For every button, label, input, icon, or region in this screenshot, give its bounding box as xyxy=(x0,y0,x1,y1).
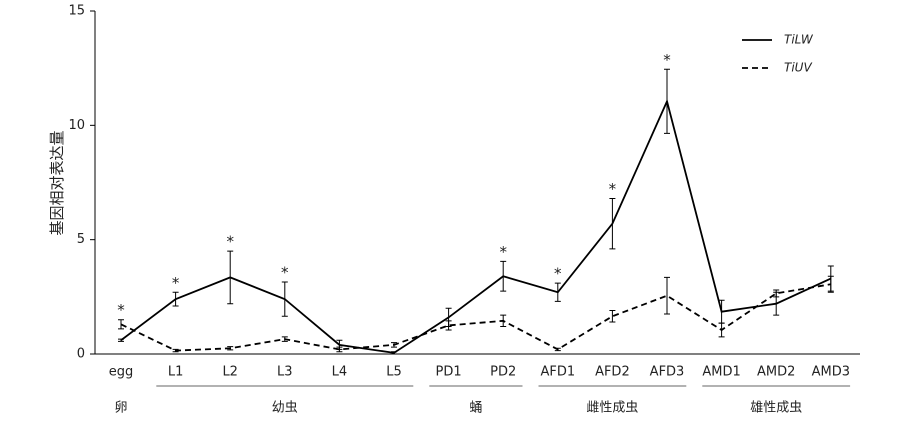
legend-label: TiLW xyxy=(784,33,814,47)
significance-mark: * xyxy=(554,265,562,283)
error-bar xyxy=(445,320,452,331)
x-tick-label: AMD3 xyxy=(812,365,850,380)
error-bar xyxy=(827,275,834,293)
y-tick-label: 15 xyxy=(68,4,85,19)
x-tick-label: L1 xyxy=(168,365,184,380)
group-label: 卵 xyxy=(114,401,127,416)
legend-label: TiUV xyxy=(784,61,812,75)
x-tick-label: L2 xyxy=(222,365,238,380)
x-tick-label: AFD2 xyxy=(595,365,630,380)
significance-mark: * xyxy=(609,180,617,198)
x-tick-label: egg xyxy=(109,365,134,380)
error-bar xyxy=(554,282,561,302)
error-bar xyxy=(391,351,397,355)
error-bar xyxy=(118,319,124,330)
group-label: 雄性成虫 xyxy=(750,401,802,416)
significance-mark: * xyxy=(663,51,671,69)
error-bar xyxy=(664,68,670,134)
significance-mark: * xyxy=(281,263,289,281)
x-tick-label: AMD2 xyxy=(757,365,795,380)
x-tick-label: AMD1 xyxy=(702,365,740,380)
x-tick-label: L5 xyxy=(386,365,402,380)
error-bar xyxy=(609,198,616,250)
error-bar xyxy=(609,310,616,323)
y-tick-label: 0 xyxy=(77,347,85,362)
error-bar xyxy=(664,276,670,315)
y-tick-label: 10 xyxy=(68,118,85,133)
x-tick-label: AFD1 xyxy=(540,365,575,380)
x-tick-label: L3 xyxy=(277,365,293,380)
x-tick-label: AFD3 xyxy=(650,365,685,380)
group-label: 蛹 xyxy=(469,401,482,416)
error-bar xyxy=(118,338,124,342)
error-bar xyxy=(172,291,179,307)
error-bar xyxy=(718,322,725,338)
error-bar xyxy=(336,346,343,353)
significance-mark: * xyxy=(172,274,180,292)
x-tick-label: PD1 xyxy=(436,365,462,380)
significance-mark: * xyxy=(499,243,507,261)
error-bar xyxy=(773,289,780,298)
error-bar xyxy=(227,250,234,305)
significance-mark: * xyxy=(117,301,125,319)
error-bar xyxy=(281,281,288,317)
group-label: 幼虫 xyxy=(272,401,298,416)
y-tick-label: 5 xyxy=(77,232,85,247)
error-bar xyxy=(500,314,507,328)
error-bar xyxy=(554,347,561,352)
error-bar xyxy=(500,260,507,292)
x-tick-label: PD2 xyxy=(490,365,516,380)
group-label: 雌性成虫 xyxy=(586,400,638,416)
y-axis-label: 基因相对表达量 xyxy=(48,130,66,235)
error-bar xyxy=(391,342,397,348)
error-bar xyxy=(172,348,179,353)
error-bar xyxy=(281,336,288,342)
significance-mark: * xyxy=(226,233,234,251)
series-line xyxy=(120,98,832,354)
series-line xyxy=(120,283,831,352)
error-bar xyxy=(227,346,234,351)
x-tick-label: L4 xyxy=(332,365,348,380)
